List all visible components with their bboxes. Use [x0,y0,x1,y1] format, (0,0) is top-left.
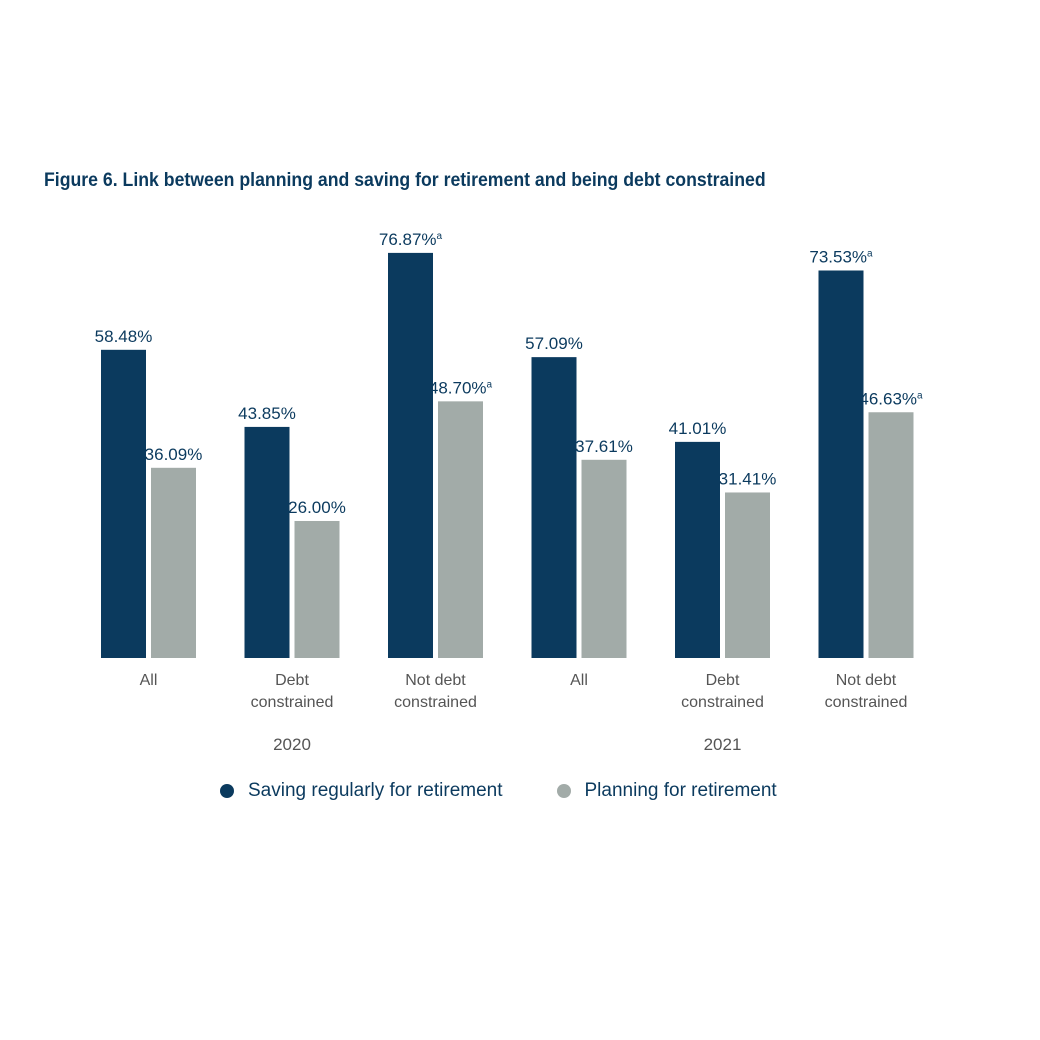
group-label-2020: 2020 [273,735,311,754]
bar-planning-0 [151,467,196,658]
value-label-planning-5: 46.63%a [859,389,923,408]
superscript-a: a [867,248,873,259]
value-label-planning-3: 37.61% [575,437,633,456]
bar-saving-0 [101,349,146,658]
category-label-1-line2: constrained [251,694,334,711]
bar-planning-2 [438,401,483,658]
value-label-saving-1: 43.85% [238,404,296,423]
category-label-4: Debt [706,672,740,689]
value-label-saving-3: 57.09% [525,334,583,353]
bar-saving-3 [531,357,577,658]
chart-legend: Saving regularly for retirement Planning… [220,780,831,802]
category-label-5: Not debt [836,672,897,689]
bar-chart: 58.48% 36.09% All 43.85% 26.00% Debt constrain… [95,230,923,754]
value-label-planning-2: 48.70%a [429,378,493,397]
bar-planning-3 [581,459,627,658]
superscript-a: a [917,390,923,401]
superscript-a: a [487,379,493,390]
bar-saving-1 [244,426,290,658]
legend-swatch-planning [556,784,571,798]
value-label-planning-1: 26.00% [288,498,346,517]
category-label-2-line2: constrained [394,694,477,711]
value-label-saving-5: 73.53%a [809,247,873,266]
bar-planning-1 [294,520,340,658]
legend-item-planning: Planning for retirement [556,780,777,802]
group-label-2021: 2021 [704,735,742,754]
category-label-5-line2: constrained [825,694,908,711]
legend-item-saving: Saving regularly for retirement [220,780,503,802]
legend-swatch-saving [220,784,234,798]
bar-planning-5 [868,412,914,658]
value-label-saving-2: 76.87%a [379,230,443,249]
category-label-2: Not debt [405,672,466,689]
category-label-4-line2: constrained [681,694,764,711]
category-label-3: All [570,672,588,689]
bar-saving-2 [388,252,433,659]
bar-planning-4 [725,492,770,658]
superscript-a: a [437,231,443,242]
legend-label-planning: Planning for retirement [584,780,777,801]
bar-saving-4 [675,441,720,658]
category-label-0: All [140,672,158,689]
bar-saving-5 [818,270,864,658]
value-label-planning-0: 36.09% [145,445,203,464]
value-label-saving-0: 58.48% [95,327,153,346]
category-label-1: Debt [275,672,309,689]
value-label-saving-4: 41.01% [669,419,727,438]
value-label-planning-4: 31.41% [719,469,777,488]
legend-label-saving: Saving regularly for retirement [248,780,503,801]
chart-title: Figure 6. Link between planning and savi… [44,170,766,191]
